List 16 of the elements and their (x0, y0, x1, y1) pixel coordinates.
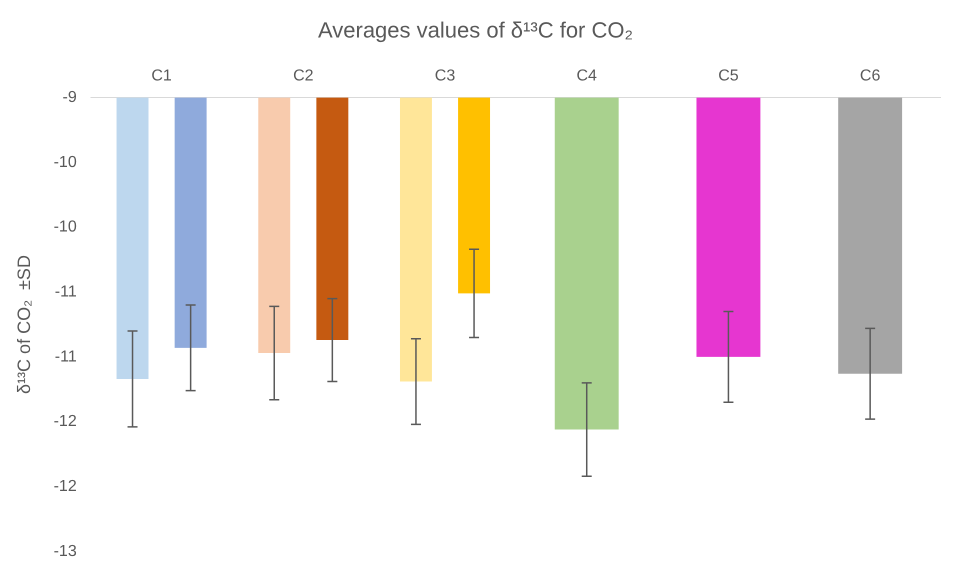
y-tick-label: -10 (54, 218, 77, 236)
y-axis-title: δ¹³C of CO₂ ±SD (14, 255, 34, 394)
y-tick-label: -12 (54, 478, 77, 495)
y-tick-label: -13 (54, 542, 77, 560)
x-tick-label: C5 (718, 67, 739, 84)
x-tick-label: C2 (293, 67, 314, 84)
y-tick-label: -12 (54, 413, 77, 430)
y-tick-label: -10 (54, 154, 77, 171)
x-tick-label: C4 (576, 67, 598, 84)
y-tick-label: -11 (54, 348, 77, 366)
x-tick-label: C3 (434, 67, 456, 84)
y-tick-label: -11 (54, 283, 77, 300)
x-tick-label: C6 (860, 67, 880, 84)
x-tick-label: C1 (151, 67, 172, 84)
y-tick-label: -9 (62, 89, 77, 106)
chart-title: Averages values of δ¹³C for CO₂ (318, 17, 634, 42)
